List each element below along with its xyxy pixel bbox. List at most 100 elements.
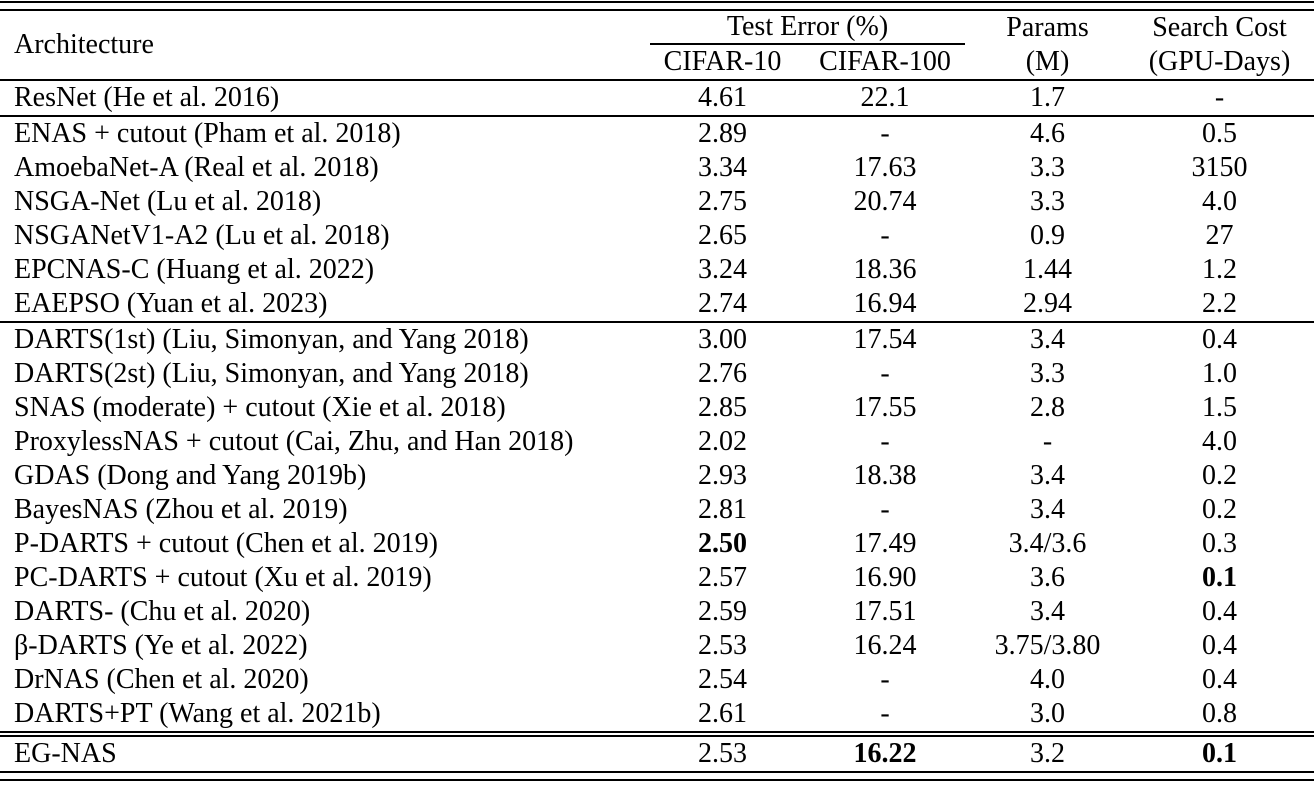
params-cell: 3.4 xyxy=(1030,494,1065,525)
params-cell: 1.7 xyxy=(1030,82,1065,113)
params-cell: 0.9 xyxy=(1030,220,1065,251)
arch-cell: DrNAS (Chen et al. 2020) xyxy=(14,664,309,695)
section-divider xyxy=(0,321,1314,323)
table-row: EPCNAS-C (Huang et al. 2022) 3.24 18.36 1.4… xyxy=(0,253,1314,287)
table-header: Architecture Test Error (%) CIFAR-10 CIF… xyxy=(0,11,1314,79)
cifar100-cell: - xyxy=(880,494,890,525)
cost-cell: 1.2 xyxy=(1202,254,1237,285)
cifar100-cell: 17.54 xyxy=(853,324,917,355)
arch-cell: GDAS (Dong and Yang 2019b) xyxy=(14,460,367,491)
cost-cell: 0.2 xyxy=(1202,494,1237,525)
arch-cell: ENAS + cutout (Pham et al. 2018) xyxy=(14,118,401,149)
cost-cell: - xyxy=(1214,82,1225,113)
cost-cell: 2.2 xyxy=(1202,288,1237,319)
cost-cell: 0.4 xyxy=(1202,630,1237,661)
cost-cell: 3150 xyxy=(1191,152,1248,183)
cifar10-cell: 2.93 xyxy=(698,460,747,491)
cifar10-cell: 2.61 xyxy=(698,698,747,729)
arch-cell: DARTS(1st) (Liu, Simonyan, and Yang 2018… xyxy=(14,324,529,355)
cifar100-cell: 17.49 xyxy=(853,528,917,559)
cifar100-cell: - xyxy=(880,220,890,251)
cost-cell: 4.0 xyxy=(1202,186,1237,217)
column-group-test-error-label: Test Error (%) xyxy=(726,11,889,42)
params-cell: 1.44 xyxy=(1023,254,1072,285)
arch-cell: ResNet (He et al. 2016) xyxy=(14,82,280,113)
arch-cell: NSGA-Net (Lu et al. 2018) xyxy=(14,186,322,217)
test-error-underline xyxy=(650,43,965,45)
table-row: DARTS(2st) (Liu, Simonyan, and Yang 2018… xyxy=(0,357,1314,391)
table-row: AmoebaNet-A (Real et al. 2018) 3.34 17.63 3… xyxy=(0,151,1314,185)
cifar10-cell: 2.50 xyxy=(698,528,747,559)
params-cell: 3.75/3.80 xyxy=(994,630,1101,661)
cifar10-cell: 2.74 xyxy=(698,288,747,319)
cifar10-cell: 3.34 xyxy=(698,152,747,183)
column-header-cifar10: CIFAR-10 xyxy=(663,46,782,77)
cifar100-cell: 18.38 xyxy=(853,460,917,491)
column-header-architecture: Architecture xyxy=(14,29,154,60)
column-header-params: Params (M) xyxy=(970,11,1125,79)
table-row: SNAS (moderate) + cutout (Xie et al. 201… xyxy=(0,391,1314,425)
params-cell: 3.3 xyxy=(1030,358,1065,389)
cifar100-cell: 16.24 xyxy=(853,630,917,661)
section-divider xyxy=(0,731,1314,737)
column-header-params-line1: Params xyxy=(1006,12,1089,43)
arch-cell: β-DARTS (Ye et al. 2022) xyxy=(14,630,308,661)
cifar10-cell: 2.65 xyxy=(698,220,747,251)
cost-cell: 0.8 xyxy=(1202,698,1237,729)
table-row: NSGA-Net (Lu et al. 2018) 2.75 20.74 3.3 4.0 xyxy=(0,185,1314,219)
cost-cell: 0.4 xyxy=(1202,664,1237,695)
params-cell: 3.3 xyxy=(1030,152,1065,183)
bottom-rule xyxy=(0,771,1314,781)
cifar100-cell: - xyxy=(880,118,890,149)
table-row: GDAS (Dong and Yang 2019b) 2.93 18.38 3.4 0.… xyxy=(0,459,1314,493)
params-cell: 3.4/3.6 xyxy=(1008,528,1087,559)
params-cell: 3.2 xyxy=(1030,738,1065,769)
params-cell: 3.3 xyxy=(1030,186,1065,217)
cifar10-cell: 2.76 xyxy=(698,358,747,389)
arch-cell: P-DARTS + cutout (Chen et al. 2019) xyxy=(14,528,438,559)
cost-cell: 0.1 xyxy=(1202,738,1237,769)
cifar10-cell: 3.24 xyxy=(698,254,747,285)
params-cell: 3.4 xyxy=(1030,324,1065,355)
arch-cell: SNAS (moderate) + cutout (Xie et al. 201… xyxy=(14,392,506,423)
cifar100-cell: - xyxy=(880,426,890,457)
cost-cell: 0.5 xyxy=(1202,118,1237,149)
cifar10-cell: 2.81 xyxy=(698,494,747,525)
column-header-params-line2: (M) xyxy=(1025,46,1070,77)
params-cell: 2.8 xyxy=(1030,392,1065,423)
column-group-test-error: Test Error (%) CIFAR-10 CIFAR-100 xyxy=(645,11,970,79)
cifar10-cell: 2.53 xyxy=(698,630,747,661)
table-row: EG-NAS 2.53 16.22 3.2 0.1 xyxy=(0,737,1314,771)
cifar100-cell: 22.1 xyxy=(860,82,910,113)
arch-cell: EG-NAS xyxy=(14,738,117,769)
table-row: P-DARTS + cutout (Chen et al. 2019) 2.50 1… xyxy=(0,527,1314,561)
params-cell: 3.0 xyxy=(1030,698,1065,729)
column-header-search-cost-line2: (GPU-Days) xyxy=(1148,46,1291,77)
cost-cell: 0.3 xyxy=(1202,528,1237,559)
cifar100-cell: 18.36 xyxy=(853,254,917,285)
arch-cell: AmoebaNet-A (Real et al. 2018) xyxy=(14,152,379,183)
cifar10-cell: 4.61 xyxy=(698,82,747,113)
cost-cell: 0.4 xyxy=(1202,324,1237,355)
cifar10-cell: 2.85 xyxy=(698,392,747,423)
table-row: ENAS + cutout (Pham et al. 2018) 2.89 - 4.6… xyxy=(0,117,1314,151)
cifar10-cell: 2.75 xyxy=(698,186,747,217)
arch-cell: DARTS(2st) (Liu, Simonyan, and Yang 2018… xyxy=(14,358,529,389)
column-header-search-cost-line1: Search Cost xyxy=(1152,12,1287,43)
table-row: PC-DARTS + cutout (Xu et al. 2019) 2.57 16… xyxy=(0,561,1314,595)
cifar10-cell: 2.53 xyxy=(698,738,747,769)
table-row: BayesNAS (Zhou et al. 2019) 2.81 - 3.4 0.2 xyxy=(0,493,1314,527)
arch-cell: EPCNAS-C (Huang et al. 2022) xyxy=(14,254,375,285)
table-row: DARTS+PT (Wang et al. 2021b) 2.61 - 3.0 0.8 xyxy=(0,697,1314,731)
cost-cell: 4.0 xyxy=(1202,426,1237,457)
params-cell: 3.4 xyxy=(1030,460,1065,491)
arch-cell: ProxylessNAS + cutout (Cai, Zhu, and Han… xyxy=(14,426,574,457)
cifar10-cell: 3.00 xyxy=(698,324,747,355)
table-body: ResNet (He et al. 2016) 4.61 22.1 1.7 - ENAS … xyxy=(0,81,1314,771)
cost-cell: 1.5 xyxy=(1202,392,1237,423)
cost-cell: 27 xyxy=(1205,220,1234,251)
table-row: EAEPSO (Yuan et al. 2023) 2.74 16.94 2.94 2.… xyxy=(0,287,1314,321)
cifar100-cell: 16.94 xyxy=(853,288,917,319)
params-cell: 4.6 xyxy=(1030,118,1065,149)
cifar100-cell: - xyxy=(880,698,890,729)
